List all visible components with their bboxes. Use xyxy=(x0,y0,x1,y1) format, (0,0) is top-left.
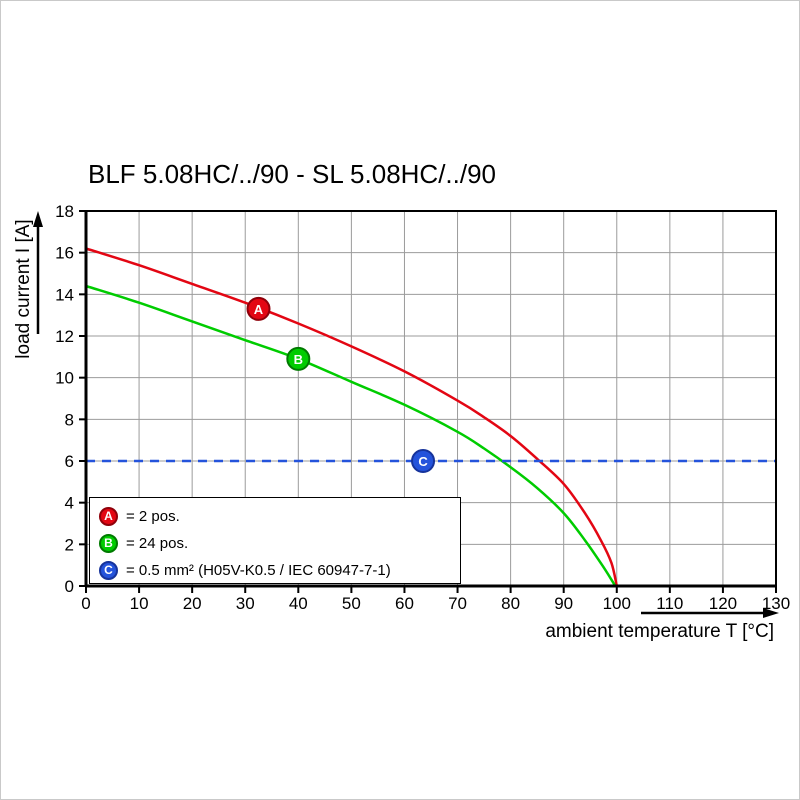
x-tick-label: 40 xyxy=(289,594,308,613)
y-tick-label: 10 xyxy=(55,369,74,388)
curve-marker-c xyxy=(411,449,436,473)
x-tick-label: 30 xyxy=(236,594,255,613)
curve-marker-letter-a: A xyxy=(254,302,264,317)
legend-marker-a-icon: A xyxy=(99,506,118,526)
legend-label-c: = 0.5 mm² (H05V-K0.5 / IEC 60947-7-1) xyxy=(126,561,391,579)
x-tick-label: 0 xyxy=(81,594,90,613)
x-tick-label: 60 xyxy=(395,594,414,613)
y-tick-label: 6 xyxy=(65,452,74,471)
legend-item-b: B = 24 pos. xyxy=(99,530,460,556)
x-tick-label: 90 xyxy=(554,594,573,613)
legend-label-a: = 2 pos. xyxy=(126,507,180,525)
curve-markers: A B C xyxy=(246,296,436,473)
y-tick-label: 12 xyxy=(55,327,74,346)
curve-marker-letter-b: B xyxy=(294,352,303,367)
y-tick-label: 18 xyxy=(55,202,74,221)
x-tick-label: 100 xyxy=(603,594,631,613)
y-tick-label: 0 xyxy=(65,577,74,596)
legend: A = 2 pos. B = 24 pos. C = 0.5 mm² (H05V… xyxy=(89,497,461,584)
y-tick-label: 4 xyxy=(65,494,74,513)
legend-marker-c-icon: C xyxy=(99,560,118,580)
legend-marker-b-icon: B xyxy=(99,533,118,553)
curve-marker-letter-c: C xyxy=(418,454,428,469)
x-tick-label: 10 xyxy=(130,594,149,613)
x-tick-label: 80 xyxy=(501,594,520,613)
x-tick-label: 20 xyxy=(183,594,202,613)
y-axis-arrow-icon xyxy=(33,211,43,334)
curve-b xyxy=(84,284,617,588)
chart-title: BLF 5.08HC/../90 - SL 5.08HC/../90 xyxy=(88,159,497,189)
y-tick-label: 14 xyxy=(55,285,74,304)
legend-item-a: A = 2 pos. xyxy=(99,503,460,529)
curve-marker-b xyxy=(286,346,311,371)
y-axis-label: load current I [A] xyxy=(13,219,34,359)
x-axis-label: ambient temperature T [°C] xyxy=(545,621,774,642)
legend-label-b: = 24 pos. xyxy=(126,534,189,552)
x-tick-label: 50 xyxy=(342,594,361,613)
curve-a xyxy=(84,247,619,588)
axes: 0 10 20 30 40 50 60 70 80 90 100 110 120 130 0 2 4 6 8 10 12… xyxy=(55,202,790,613)
y-tick-label: 16 xyxy=(55,244,74,263)
y-tick-label: 2 xyxy=(65,535,74,554)
x-tick-label: 120 xyxy=(709,594,737,613)
curve-marker-a xyxy=(246,296,271,321)
legend-item-c: C = 0.5 mm² (H05V-K0.5 / IEC 60947-7-1) xyxy=(99,557,460,583)
x-tick-label: 130 xyxy=(762,594,790,613)
x-tick-label: 70 xyxy=(448,594,467,613)
x-tick-label: 110 xyxy=(656,594,683,613)
y-tick-label: 8 xyxy=(65,410,74,429)
x-axis-arrow-icon xyxy=(641,608,779,618)
